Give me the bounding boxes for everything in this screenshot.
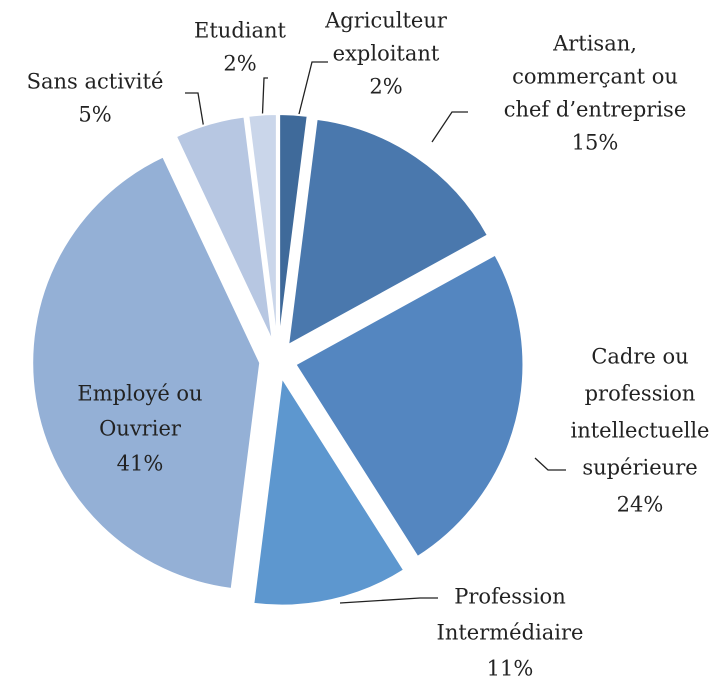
slice-label: Etudiant — [194, 19, 286, 43]
pie-slice — [294, 253, 525, 559]
slice-label: Profession — [454, 585, 565, 609]
slice-label: supérieure — [582, 456, 697, 480]
pie-slice — [174, 115, 274, 344]
value-label: 2% — [223, 52, 256, 76]
slice-label: Artisan, — [552, 32, 637, 56]
pie-slice — [31, 155, 262, 591]
slice-label: commerçant ou — [512, 65, 678, 89]
pie-slice — [286, 117, 490, 347]
slice-label: exploitant — [333, 42, 440, 66]
slice-label: Ouvrier — [99, 417, 182, 441]
slice-label: chef d’entreprise — [504, 98, 687, 122]
pie-slice — [247, 113, 278, 343]
slice-label: profession — [585, 382, 696, 406]
slice-label: Employé ou — [77, 382, 202, 406]
value-label: 15% — [572, 131, 619, 155]
value-label: 24% — [617, 493, 664, 517]
slice-label: Sans activité — [27, 70, 164, 94]
value-label: 41% — [117, 452, 164, 476]
slice-label: Agriculteur — [324, 9, 448, 33]
slice-label: intellectuelle — [571, 419, 710, 443]
value-label: 5% — [78, 103, 111, 127]
slice-label: Intermédiaire — [437, 621, 584, 645]
pie-slice — [252, 374, 406, 607]
leader-lines — [185, 61, 566, 604]
slice-label: Cadre ou — [591, 345, 688, 369]
pie-slice — [278, 113, 309, 343]
value-label: 2% — [369, 75, 402, 99]
value-label: 11% — [487, 657, 534, 677]
